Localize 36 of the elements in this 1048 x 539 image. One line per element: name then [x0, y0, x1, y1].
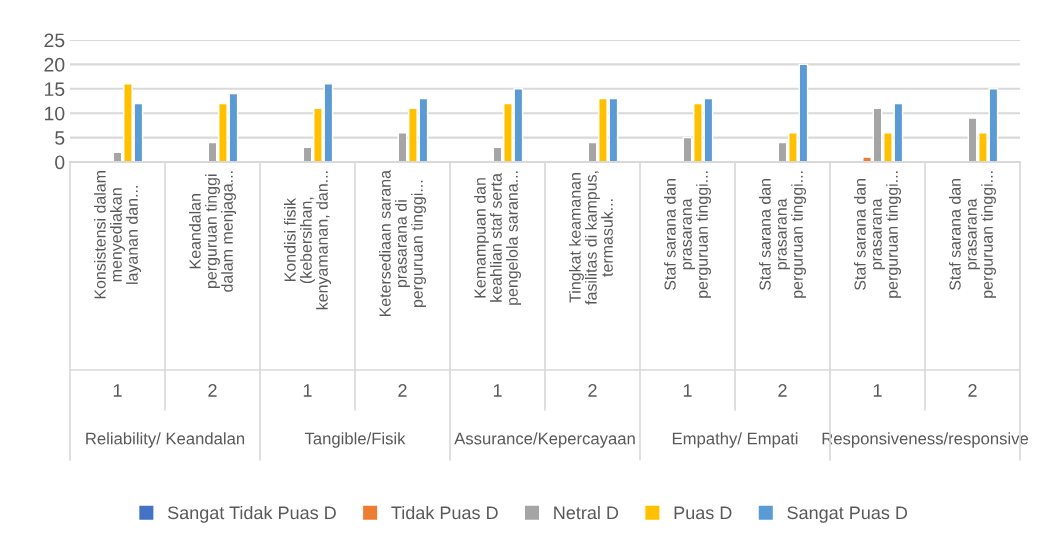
- y-tick-label: 25: [44, 33, 65, 48]
- legend-label: Netral D: [554, 505, 619, 520]
- text: Empathy/ Empati: [672, 432, 798, 448]
- text: Tangible/Fisik: [304, 432, 406, 448]
- x-tick-label: Staf sarana dan prasarana perguruan tinggi...: [854, 171, 901, 298]
- y-tick-label: 5: [55, 131, 65, 145]
- text: 1: [493, 384, 502, 397]
- x-tick-label: Kondisi fisik (kebersihan, kenyamanan, dan...: [284, 171, 331, 310]
- legend-label: Sangat Tidak Puas D: [167, 505, 336, 523]
- text: 2: [398, 384, 407, 397]
- text: 2: [968, 384, 977, 397]
- y-tick-label: 20: [44, 57, 65, 72]
- x-tick-label: Staf sarana dan prasarana perguruan tinggi...: [949, 171, 996, 298]
- x-tick-label: Keandalan perguruan tinggi dalam menjaga...: [189, 171, 236, 292]
- text: Assurance/Kepercayaan: [454, 432, 635, 448]
- text: 1: [683, 384, 692, 397]
- text: Responsiveness/responsive: [822, 432, 1029, 448]
- x-tick-label: Staf sarana dan prasarana perguruan tinggi...: [759, 171, 806, 298]
- x-tick-label: Kemampuan dan keahlian staf serta pengelola sarana...: [474, 171, 521, 305]
- text: Reliability/ Keandalan: [86, 432, 245, 448]
- text: 1: [873, 384, 882, 397]
- text: 1: [113, 384, 122, 397]
- legend-label: Sangat Puas D: [787, 506, 908, 523]
- x-tick-label: Konsistensi dalam menyediakan layanan dan...: [94, 171, 141, 299]
- y-tick-label: 15: [45, 82, 65, 97]
- x-tick-label: Tingkat keamanan fasilitas di kampus, termasuk...: [569, 171, 613, 305]
- y-tick-label: 10: [45, 106, 65, 121]
- x-tick-label: Staf sarana dan prasarana perguruan tinggi...: [664, 171, 711, 298]
- x-tick-label: Ketersediaan sarana prasarana di perguruan tinggi...: [379, 169, 426, 317]
- text: 2: [588, 384, 597, 397]
- legend-label: Puas D: [674, 506, 732, 520]
- legend-label: Tidak Puas D: [391, 505, 498, 520]
- text: 1: [303, 384, 312, 397]
- y-tick-label: 0: [55, 155, 65, 170]
- text: 2: [208, 384, 217, 397]
- text: 2: [778, 384, 787, 397]
